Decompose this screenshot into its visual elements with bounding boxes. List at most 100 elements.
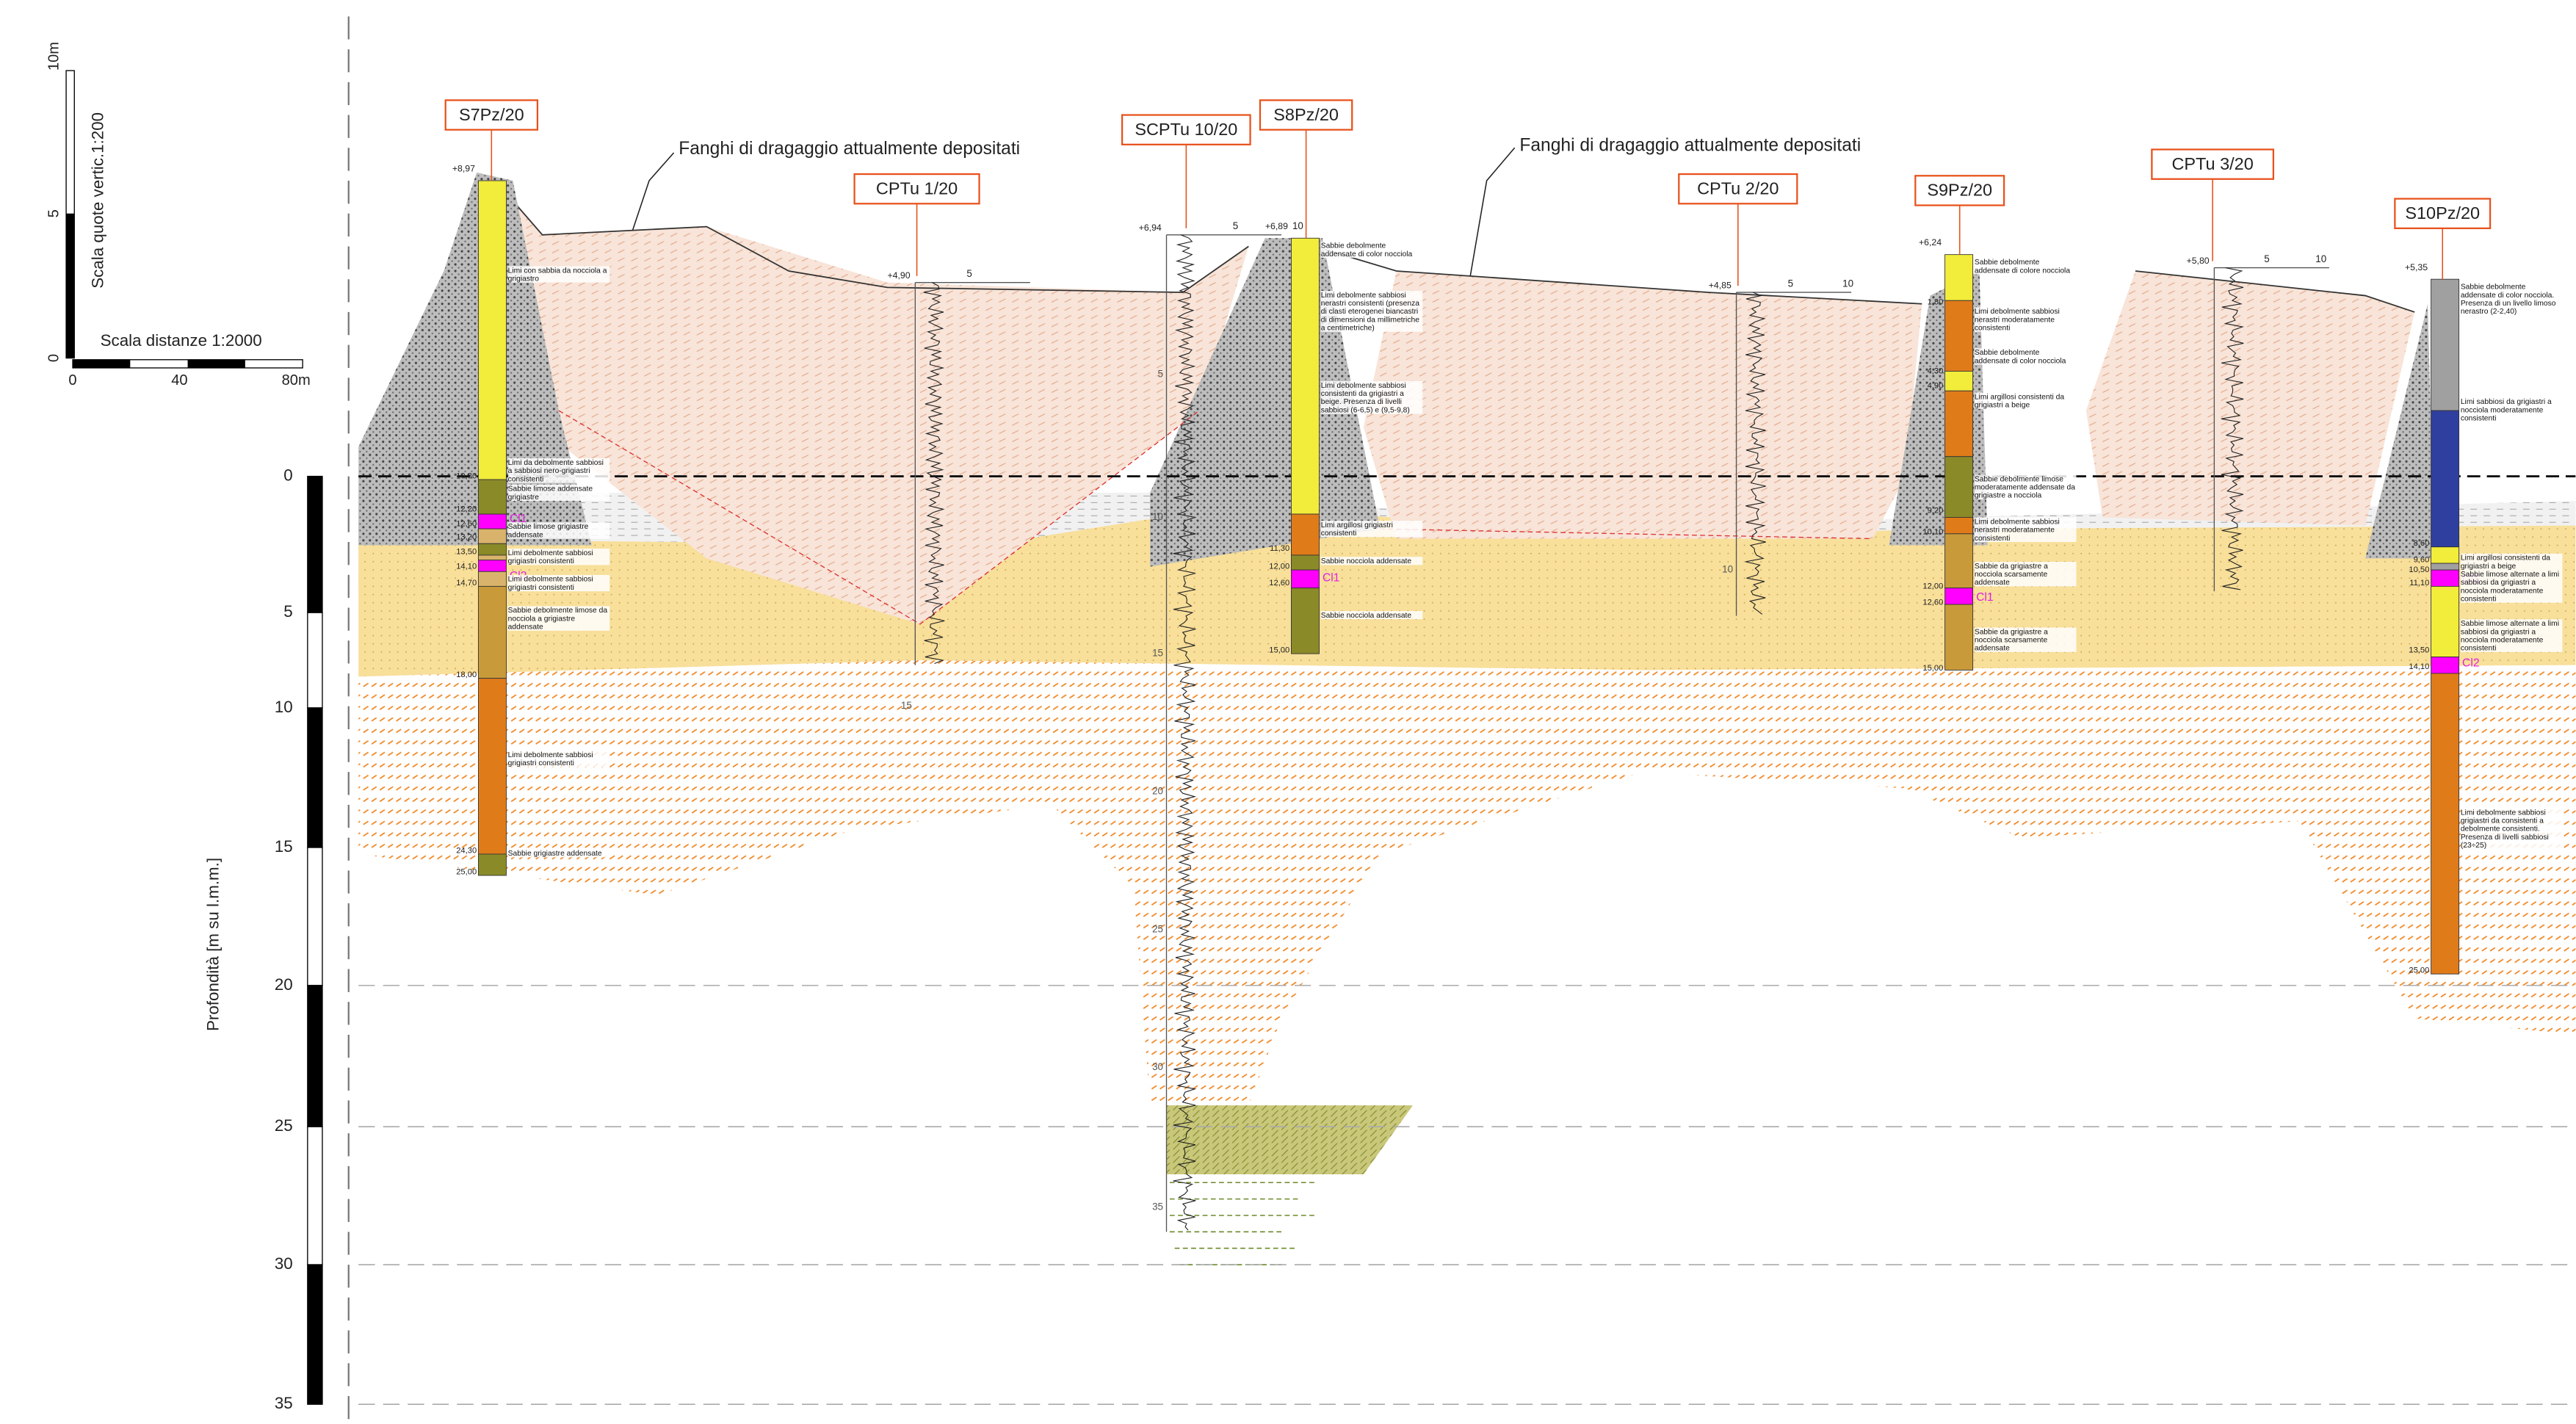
soil-layer <box>478 679 506 854</box>
soil-layer <box>2431 547 2459 563</box>
cpt-depth-label: 10 <box>1722 564 1733 575</box>
depth-label: 11,10 <box>2409 579 2429 588</box>
soil-layer <box>1291 238 1319 514</box>
soil-layer <box>2431 563 2459 570</box>
soil-layer <box>478 555 506 560</box>
depth-label: 10,50 <box>2409 565 2429 574</box>
cpt-scale-label: 5 <box>1233 220 1238 231</box>
description: Limi sabbiosi da grigiastri a nocciola m… <box>2461 397 2563 463</box>
depth-tick-label: 15 <box>275 837 293 856</box>
soil-layer <box>2431 673 2459 974</box>
depth-tick-label: 30 <box>275 1254 293 1273</box>
depth-label: 14,70 <box>456 579 477 588</box>
leader <box>1470 148 1514 275</box>
depth-label: 14,10 <box>456 563 477 571</box>
depth-label: 4,90 <box>1928 382 1944 391</box>
cpt-scale-label: 5 <box>966 268 972 279</box>
description-text: Limi debolmente sabbiosi nerastri modera… <box>1975 517 2077 542</box>
description-text: Limi debolmente sabbiosi grigiastri cons… <box>508 751 610 767</box>
dense-sand <box>1167 1105 1413 1174</box>
annotation: Fanghi di dragaggio attualmente deposita… <box>1519 136 1861 156</box>
depth-tick-label: 0 <box>283 466 292 484</box>
cpt-name: CPTu 3/20 <box>2171 154 2253 173</box>
description-text: Sabbie debolmente addensate di color noc… <box>1321 242 1423 258</box>
soil-layer <box>2431 586 2459 657</box>
description: Sabbie da grigiastre a nocciola scarsame… <box>1975 562 2077 627</box>
cpt-scale-label: 5 <box>2264 253 2269 264</box>
description-text: Limi debolmente sabbiosi nerastri consis… <box>1321 291 1423 332</box>
description: Limi debolmente sabbiosi grigiastri cons… <box>508 751 610 816</box>
description: Sabbie grigiastre addensate <box>508 849 610 914</box>
soil-layer <box>1291 514 1319 555</box>
scale-label: Scala distanze 1:2000 <box>101 331 262 350</box>
cross-section: Fanghi di dragaggio attualmente deposita… <box>0 0 2576 1424</box>
description-text: Sabbie debolmente addensate di colore no… <box>1975 258 2077 274</box>
depth-bar <box>308 708 322 847</box>
depth-bar <box>308 612 322 708</box>
depth-label: 12,00 <box>1922 582 1943 590</box>
depth-label: 12,60 <box>1269 579 1289 588</box>
description-text: Limi da debolmente sabbiosi a sabbiosi n… <box>508 458 610 483</box>
description-text: Limi debolmente sabbiosi grigiastri da c… <box>2461 808 2563 849</box>
scale-tick-label: 40 <box>171 372 187 388</box>
geology <box>358 173 2575 1265</box>
cpt-scale-label: 10 <box>1842 278 1853 289</box>
depth-label: 9,60 <box>2414 556 2430 565</box>
description-text: Sabbie debolmente limose da nocciola a g… <box>508 606 610 631</box>
soil-layer <box>1945 371 1973 391</box>
depth-tick-label: 10 <box>275 698 293 716</box>
cpt-depth-label: 25 <box>1152 923 1163 934</box>
cpt-depth-label: 30 <box>1152 1061 1163 1072</box>
soil-layer <box>1945 604 1973 670</box>
description: Sabbie debolmente addensate di color noc… <box>2461 283 2563 348</box>
cpt-depth-label: 5 <box>1158 368 1163 379</box>
cpt-name: CPTu 2/20 <box>1697 179 1779 198</box>
description-text: Sabbie nocciola addensate <box>1321 611 1423 619</box>
scale-bar <box>73 360 130 368</box>
clay-layer <box>358 660 2575 1105</box>
description: Limi debolmente sabbiosi grigiastri da c… <box>2461 808 2563 873</box>
description: Limi debolmente sabbiosi consistenti da … <box>1321 381 1423 447</box>
soil-layer <box>1291 555 1319 570</box>
depth-bar <box>308 477 322 613</box>
depth-label: 10,10 <box>1922 528 1943 537</box>
soil-layer <box>1945 457 1973 518</box>
borehole-name: S9Pz/20 <box>1927 181 1992 200</box>
annotation: Fanghi di dragaggio attualmente deposita… <box>679 139 1020 159</box>
leader <box>633 153 674 230</box>
scale-tick-label: 0 <box>68 372 76 388</box>
description-text: Sabbie debolmente limose moderatamente a… <box>1975 474 2077 499</box>
description-text: Sabbie debolmente addensate di color noc… <box>2461 283 2563 316</box>
scale-bar <box>188 360 245 368</box>
top-elevation: +5,80 <box>2187 256 2210 266</box>
cpt-depth-label: 35 <box>1152 1201 1163 1212</box>
description: Sabbie da grigiastre a nocciola scarsame… <box>1975 627 2077 693</box>
description: Limi argillosi consistenti da grigiastri… <box>1975 393 2077 458</box>
soil-layer <box>1291 588 1319 654</box>
cpt-depth-label: 20 <box>1152 786 1163 797</box>
cpt-name: CPTu 1/20 <box>876 179 958 198</box>
depth-label: 10,80 <box>456 472 477 481</box>
cpt-depth-label: 10 <box>1152 511 1163 522</box>
top-elevation: +5,35 <box>2405 262 2428 272</box>
description-text: Sabbie grigiastre addensate <box>508 849 610 857</box>
soil-layer <box>2431 570 2459 586</box>
description-text: Limi con sabbia da nocciola a grigiastro <box>508 266 610 282</box>
scale-tick-label: 5 <box>46 209 62 217</box>
depth-label: 12,60 <box>1922 599 1943 607</box>
description-text: Sabbie da grigiastre a nocciola scarsame… <box>1975 562 2077 587</box>
depth-tick-label: 20 <box>275 975 293 994</box>
top-elevation: +6,94 <box>1139 223 1162 233</box>
cpt-scale-label: 10 <box>2315 253 2326 264</box>
soil-layer <box>1945 300 1973 371</box>
description: Limi con sabbia da nocciola a grigiastro <box>508 266 610 331</box>
soil-layer <box>1945 391 1973 456</box>
scale-tick-label: 10m <box>46 42 62 71</box>
soil-layer <box>478 586 506 678</box>
top-elevation: +4,90 <box>887 270 910 281</box>
cpt-scale-label: 5 <box>1788 278 1793 289</box>
description-text: Limi debolmente sabbiosi grigiastri cons… <box>508 575 610 591</box>
description-text: Limi sabbiosi da grigiastri a nocciola m… <box>2461 397 2563 422</box>
soil-layer <box>2431 657 2459 673</box>
description-text: Sabbie limose alternate a limi sabbiosi … <box>2461 570 2563 603</box>
